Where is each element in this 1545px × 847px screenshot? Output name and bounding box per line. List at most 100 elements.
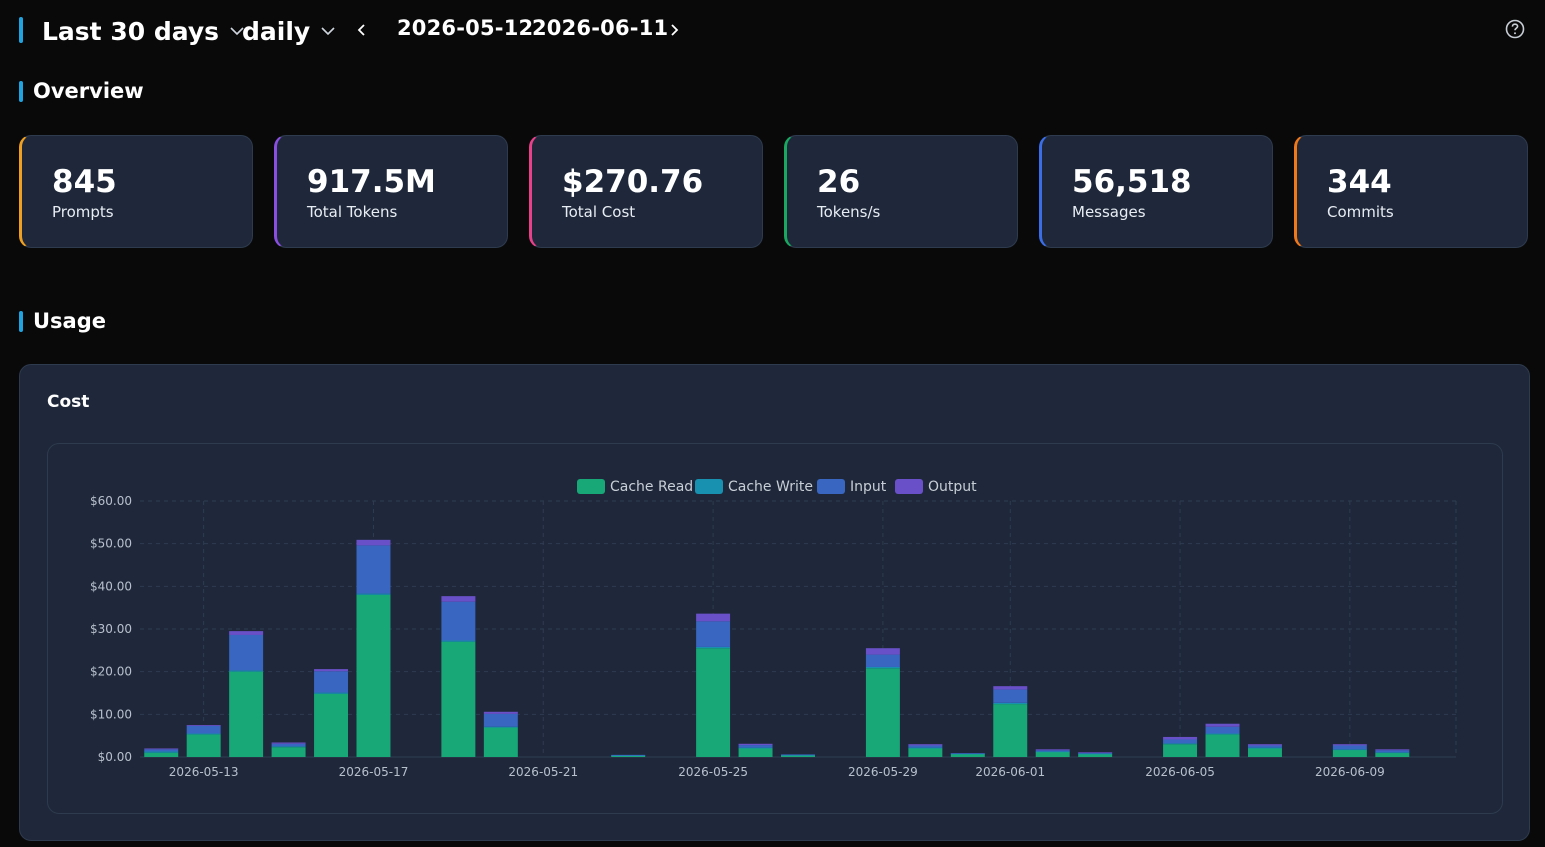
bar-segment-cache-write (144, 751, 179, 753)
bar-segment-output (1035, 749, 1070, 751)
end-date[interactable]: 2026-06-11 (532, 16, 669, 40)
bar-segment-cache-write (738, 747, 773, 749)
chevron-down-icon (321, 27, 335, 36)
metric-card-commits: 344 Commits (1294, 135, 1528, 248)
metric-label: Messages (1072, 203, 1146, 221)
metric-value: 344 (1327, 164, 1392, 200)
metric-value: 26 (817, 164, 861, 200)
legend-swatch (577, 479, 605, 494)
metric-card-total-tokens: 917.5M Total Tokens (274, 135, 508, 248)
bar-segment-input (1375, 750, 1410, 753)
bar-segment-cache-write (611, 755, 646, 757)
bar-segment-input (1035, 750, 1070, 752)
bar-segment-output (1375, 749, 1410, 751)
usage-title: Usage (33, 309, 106, 333)
metric-card-tokens-s: 26 Tokens/s (784, 135, 1018, 248)
bar-segment-input (696, 621, 731, 647)
x-tick-label: 2026-06-05 (1145, 765, 1215, 779)
bar-segment-cache-write (314, 692, 349, 694)
bar-segment-cache-write (1163, 743, 1198, 745)
bar-segment-cache-read (1035, 751, 1070, 757)
bar-segment-cache-read (441, 641, 476, 757)
bar-segment-cache-write (1205, 733, 1240, 735)
cost-panel: Cost $0.00 $10.00 $20.00 $30.00 $40.00 $50.00… (19, 364, 1530, 841)
bar-segment-output (356, 539, 391, 546)
bar-segment-output (993, 686, 1028, 690)
bar-segment-output (229, 631, 264, 635)
bar-segment-cache-read (993, 704, 1028, 757)
metric-card-prompts: 845 Prompts (19, 135, 253, 248)
bar-segment-cache-write (186, 733, 221, 735)
bar-segment-cache-read (356, 594, 391, 757)
previous-period-button[interactable] (350, 18, 374, 42)
bar-segment-cache-read (1247, 748, 1282, 757)
bar-segment-cache-write (781, 754, 815, 756)
legend-label: Output (928, 479, 977, 495)
usage-accent (19, 311, 23, 332)
bar-segment-output (865, 648, 900, 655)
bar-segment-output (1247, 744, 1282, 746)
bar-segment-input (356, 545, 391, 594)
metric-value: $270.76 (562, 164, 704, 200)
x-tick-label: 2026-06-01 (975, 765, 1045, 779)
bar-segment-input (1247, 745, 1282, 748)
next-period-button[interactable] (662, 18, 686, 42)
metric-card-total-cost: $270.76 Total Cost (529, 135, 763, 248)
bar-segment-cache-read (611, 755, 646, 757)
bar-segment-output (271, 742, 306, 744)
bar-segment-cache-write (908, 747, 943, 749)
bar-segment-input (144, 749, 179, 752)
toolbar: Last 30 days daily 2026-05-12 2026-06-11 (0, 0, 1545, 62)
bar-segment-cache-read (865, 668, 900, 757)
bar-segment-input (1078, 752, 1113, 754)
bar-segment-input (314, 671, 349, 693)
bar-segment-cache-write (1247, 747, 1282, 749)
bar-segment-cache-read (1078, 754, 1113, 757)
bar-segment-cache-write (1078, 753, 1113, 755)
bar-segment-cache-write (271, 746, 306, 748)
help-icon[interactable] (1504, 18, 1526, 40)
granularity-select[interactable]: daily (242, 14, 336, 48)
bar-segment-output (441, 596, 476, 602)
y-tick-label: $30.00 (90, 622, 132, 636)
bar-segment-output (908, 744, 943, 746)
date-range-label: Last 30 days (42, 16, 220, 46)
bar-segment-input (865, 654, 900, 667)
bar-segment-input (738, 745, 773, 748)
chevron-down-icon (230, 27, 244, 36)
bar-segment-cache-read (1205, 734, 1240, 757)
bar-segment-cache-read (696, 648, 731, 757)
y-tick-label: $20.00 (90, 665, 132, 679)
bar-segment-cache-read (314, 693, 349, 757)
legend-swatch (695, 479, 723, 494)
bar-segment-input (1332, 745, 1367, 750)
bar-segment-cache-write (950, 753, 985, 755)
bar-segment-cache-write (993, 702, 1028, 705)
x-tick-label: 2026-06-09 (1315, 765, 1385, 779)
legend-label: Cache Read (610, 479, 693, 495)
legend-swatch (895, 479, 923, 494)
bar-segment-output (1205, 723, 1240, 727)
bar-segment-input (611, 754, 646, 756)
bar-segment-cache-read (144, 752, 179, 757)
bar-segment-input (483, 713, 518, 727)
bar-segment-cache-write (1375, 752, 1410, 754)
cost-chart-container: $0.00 $10.00 $20.00 $30.00 $40.00 $50.00 $60.0… (47, 443, 1503, 814)
x-tick-label: 2026-05-17 (339, 765, 409, 779)
bar-segment-input (441, 601, 476, 641)
date-range-select[interactable]: Last 30 days (42, 14, 245, 48)
metric-label: Total Tokens (307, 203, 398, 221)
bar-segment-cache-read (781, 755, 815, 757)
bar-segment-cache-read (229, 671, 264, 757)
bar-segment-output (1332, 744, 1367, 746)
start-date[interactable]: 2026-05-12 (397, 16, 534, 40)
bar-segment-cache-write (1035, 751, 1070, 753)
bar-segment-cache-write (483, 726, 518, 728)
bar-segment-cache-read (271, 747, 306, 757)
bar-segment-input (950, 753, 985, 754)
x-tick-label: 2026-05-21 (508, 765, 578, 779)
bar-segment-input (908, 745, 943, 748)
metric-label: Total Cost (562, 203, 636, 221)
x-tick-label: 2026-05-13 (169, 765, 239, 779)
bar-segment-cache-read (186, 734, 221, 757)
